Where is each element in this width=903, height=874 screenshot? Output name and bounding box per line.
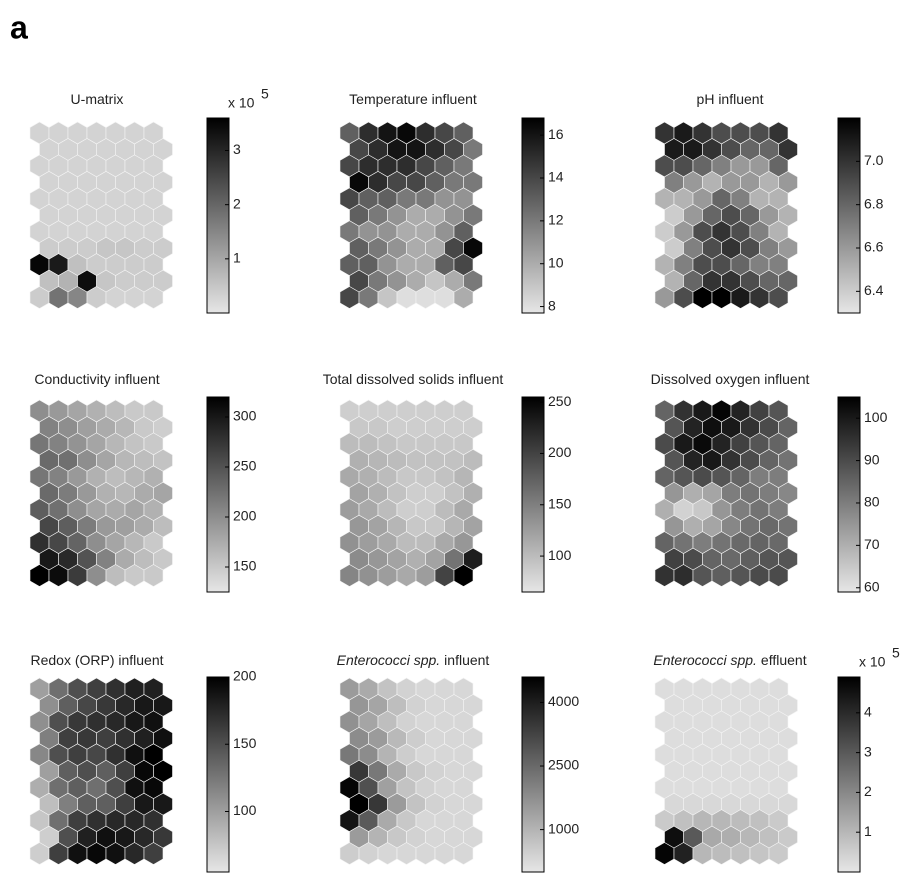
colorbar-tick-label: 150 [233,558,257,574]
hex-cell [453,286,474,309]
hex-cell [453,564,474,587]
panel-title: Conductivity influent [34,371,159,387]
colorbar-tick-label: 150 [548,495,572,511]
colorbar-tick-label: 3 [864,743,872,759]
colorbar-tick-label: 150 [233,735,257,751]
colorbar-tick-label: 10 [548,254,564,270]
hex-cell [453,842,474,865]
title-text: Conductivity influent [34,371,159,387]
colorbar [521,396,545,593]
colorbar [837,396,861,593]
hex-cell [768,564,789,587]
colorbar-tick-label: 200 [548,444,572,460]
colorbar-tick-label: 16 [548,126,564,142]
colorbar [206,117,230,314]
colorbar-tick-label: 200 [233,668,257,684]
panel-title: U-matrix [71,91,124,107]
colorbar-tick-label: 6.8 [864,195,884,211]
title-italic: Enterococci spp. [653,652,757,668]
title-text: pH influent [697,91,764,107]
colorbar-tick-label: 1 [233,250,241,266]
colorbar-tick-label: 3 [233,141,241,157]
colorbar-tick-label: 100 [548,547,572,563]
panel-title: Enterococci spp. influent [337,652,490,668]
title-text: influent [444,652,489,668]
colorbar-tick-label: 8 [548,297,556,313]
scale-exponent: 5 [261,86,269,102]
panel-title: pH influent [697,91,764,107]
colorbar-tick-label: 250 [233,458,257,474]
colorbar [521,117,545,314]
hex-cell [143,842,164,865]
colorbar-tick-label: 90 [864,451,880,467]
hex-cell [768,286,789,309]
colorbar [837,117,861,314]
title-italic: Enterococci spp. [337,652,441,668]
colorbar [206,396,230,593]
hex-cell [143,286,164,309]
colorbar [521,676,545,873]
title-text: Redox (ORP) influent [30,652,163,668]
colorbar-tick-label: 250 [548,393,572,409]
colorbar-tick-label: 6.6 [864,239,884,255]
colorbar-tick-label: 6.4 [864,282,884,298]
title-text: Temperature influent [349,91,477,107]
colorbar-tick-label: 70 [864,536,880,552]
colorbar-tick-label: 100 [233,802,257,818]
colorbar [206,676,230,873]
panel-title: Total dissolved solids influent [323,371,504,387]
colorbar-tick-label: 60 [864,578,880,594]
panel-title: Enterococci spp. effluent [653,652,806,668]
hex-cell [143,564,164,587]
panel-title: Temperature influent [349,91,477,107]
colorbar-tick-label: 2 [233,195,241,211]
colorbar-tick-label: 14 [548,169,564,185]
panel-title: Dissolved oxygen influent [651,371,810,387]
colorbar-tick-label: 200 [233,508,257,524]
colorbar-tick-label: 100 [864,409,888,425]
scale-exponent: 5 [892,645,900,661]
colorbar-tick-label: 2500 [548,757,579,773]
colorbar [837,676,861,873]
colorbar-tick-label: 4000 [548,693,579,709]
panel-label: a [10,9,28,45]
colorbar-tick-label: 1 [864,823,872,839]
colorbar-tick-label: 2 [864,783,872,799]
colorbar-tick-label: 80 [864,494,880,510]
title-text: U-matrix [71,91,124,107]
title-text: Dissolved oxygen influent [651,371,810,387]
title-text: effluent [761,652,807,668]
colorbar-tick-label: 12 [548,212,564,228]
colorbar-tick-label: 7.0 [864,152,884,168]
scale-base: x 10 [228,95,255,111]
panel-title: Redox (ORP) influent [30,652,163,668]
hex-cell [768,842,789,865]
scale-base: x 10 [859,654,886,670]
colorbar-tick-label: 4 [864,704,872,720]
colorbar-tick-label: 1000 [548,820,579,836]
title-text: Total dissolved solids influent [323,371,504,387]
colorbar-tick-label: 300 [233,408,257,424]
